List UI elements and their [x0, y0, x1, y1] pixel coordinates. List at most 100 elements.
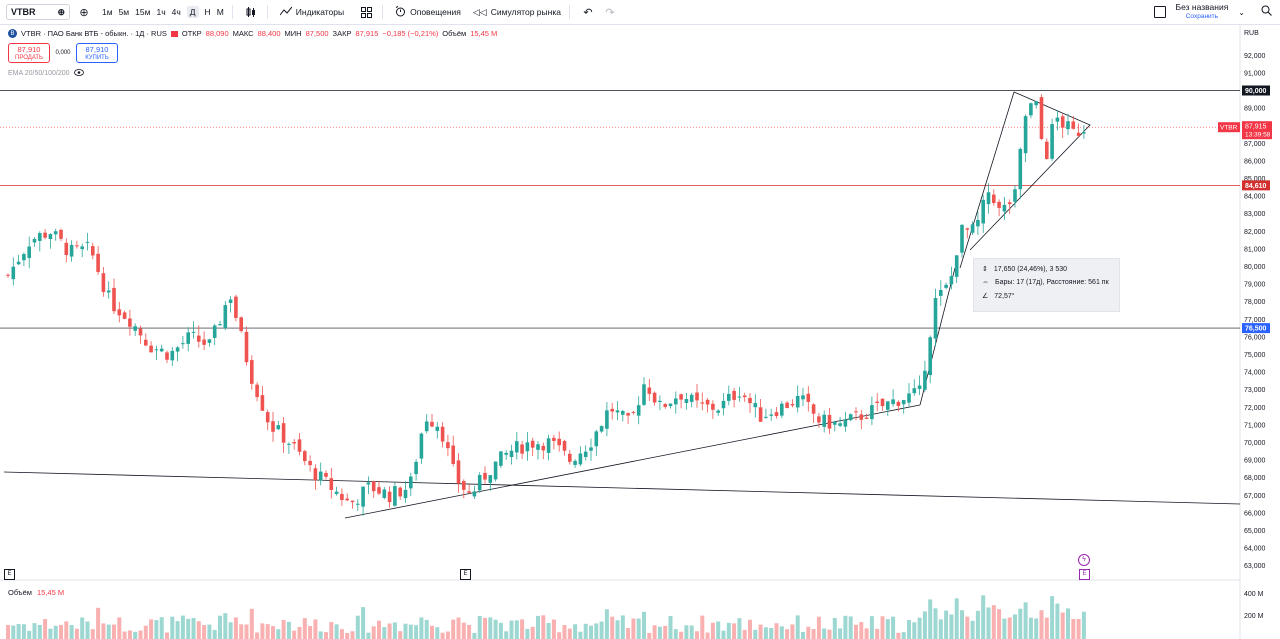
- candle-body: [1023, 116, 1028, 154]
- volume-bar: [1060, 612, 1065, 639]
- candle-body: [583, 451, 588, 458]
- candle-body: [859, 414, 864, 420]
- volume-bar: [864, 628, 869, 639]
- volume-bar: [165, 632, 169, 639]
- candle-body: [838, 423, 842, 426]
- symbol-search[interactable]: VTBR ⊕: [6, 4, 70, 20]
- candle-body: [234, 296, 238, 318]
- volume-bar: [901, 632, 906, 639]
- tf-4h[interactable]: 4ч: [171, 7, 181, 17]
- currency-label[interactable]: RUB: [1244, 30, 1259, 37]
- candle-body: [674, 398, 678, 405]
- volume-bar: [456, 617, 461, 639]
- candle-body: [753, 403, 758, 408]
- candle-body: [621, 410, 625, 415]
- earnings-marker-upcoming[interactable]: E: [1079, 569, 1090, 580]
- layout-checkbox-icon[interactable]: [1153, 6, 1166, 18]
- lightning-icon[interactable]: ϟ: [1078, 554, 1090, 566]
- candle-body: [848, 414, 853, 421]
- candle-body: [250, 360, 254, 384]
- volume-bar: [1071, 619, 1076, 639]
- candle-body: [711, 403, 715, 410]
- candle-body: [345, 498, 349, 501]
- replay-button[interactable]: ◁◁ Симулятор рынка: [473, 7, 561, 18]
- candle-body: [181, 343, 185, 345]
- volume-tick-label: 200 M: [1244, 613, 1264, 620]
- volume-bar: [604, 609, 609, 639]
- volume-bar: [350, 631, 355, 639]
- layout-name-button[interactable]: Без названия Сохранить: [1176, 3, 1229, 21]
- tf-day[interactable]: Д: [186, 6, 199, 18]
- symbol-heart-icon[interactable]: ⊕: [57, 6, 65, 17]
- candle-body: [1066, 121, 1070, 130]
- volume-pane-label: Объём: [8, 588, 32, 597]
- buy-button[interactable]: 87,910 КУПИТЬ: [76, 43, 118, 63]
- tf-month[interactable]: М: [216, 7, 224, 17]
- candle-body: [101, 273, 106, 293]
- alerts-button[interactable]: Оповещения: [395, 5, 461, 19]
- candle-body: [112, 287, 116, 312]
- volume-bar: [1002, 618, 1007, 639]
- sell-button[interactable]: 87,910 ПРОДАТЬ: [8, 43, 50, 63]
- candle-body: [663, 404, 667, 407]
- volume-bar: [912, 622, 917, 639]
- volume-bar: [361, 607, 366, 639]
- tf-1h[interactable]: 1ч: [156, 7, 166, 17]
- volume-bar: [822, 628, 827, 639]
- alerts-label: Оповещения: [410, 7, 461, 17]
- measure-change: 17,650 (24,46%), 3 530: [993, 265, 1068, 273]
- close-value: 87,915: [355, 29, 379, 38]
- tf-1m[interactable]: 1м: [102, 7, 113, 17]
- earnings-marker[interactable]: E: [460, 569, 471, 580]
- candle-body: [1082, 132, 1086, 134]
- redo-icon[interactable]: ↷: [605, 6, 615, 19]
- candle-body: [541, 445, 546, 451]
- tf-15m[interactable]: 15м: [135, 7, 151, 17]
- price-tick-label: 67,000: [1244, 493, 1266, 500]
- candle-body: [451, 445, 455, 464]
- volume-bar: [1055, 603, 1060, 639]
- candle-body: [530, 440, 535, 448]
- earnings-marker[interactable]: E: [4, 569, 15, 580]
- price-chart[interactable]: 92,00091,00090,00089,00088,00087,00086,0…: [0, 25, 1280, 639]
- price-label-765: 76,500: [1245, 326, 1267, 333]
- ema-indicator-legend[interactable]: EMA 20/50/100/200: [8, 69, 84, 78]
- volume-bar: [498, 622, 503, 639]
- candle-body: [11, 266, 16, 280]
- candle-body: [1007, 202, 1012, 205]
- compare-add-icon[interactable]: ⊕: [79, 6, 89, 19]
- price-tick-label: 80,000: [1244, 264, 1266, 271]
- candle-body: [287, 443, 291, 445]
- volume-bar: [981, 595, 986, 639]
- candle-body: [329, 478, 334, 490]
- divider: [266, 5, 268, 19]
- volume-bar: [1034, 618, 1039, 639]
- volume-bar: [122, 631, 127, 639]
- volume-bar: [509, 620, 514, 639]
- search-icon[interactable]: [1261, 5, 1272, 19]
- candle-body: [758, 407, 763, 422]
- indicators-button[interactable]: Индикаторы: [279, 6, 344, 18]
- chevron-down-icon[interactable]: ⌄: [1238, 7, 1245, 17]
- volume-bar: [308, 626, 313, 639]
- candle-body: [912, 388, 917, 394]
- volume-bar: [451, 619, 456, 639]
- volume-bar: [790, 624, 795, 639]
- candle-body: [371, 481, 376, 492]
- undo-icon[interactable]: ↶: [583, 6, 593, 19]
- volume-bar: [668, 615, 673, 639]
- candle-body: [318, 471, 323, 481]
- volume-bar: [106, 624, 111, 639]
- tf-5m[interactable]: 5м: [118, 7, 130, 17]
- candle-type-icon[interactable]: [243, 4, 259, 20]
- candle-body: [520, 444, 524, 454]
- tf-week[interactable]: Н: [204, 7, 211, 17]
- measure-angle: 72,57°: [994, 292, 1015, 300]
- candle-body: [1076, 132, 1081, 136]
- volume-bar: [1023, 602, 1028, 639]
- volume-bar: [117, 617, 122, 639]
- templates-grid-icon[interactable]: [358, 4, 374, 20]
- candle-body: [430, 421, 434, 427]
- eye-icon[interactable]: [73, 69, 84, 78]
- candle-body: [599, 426, 604, 432]
